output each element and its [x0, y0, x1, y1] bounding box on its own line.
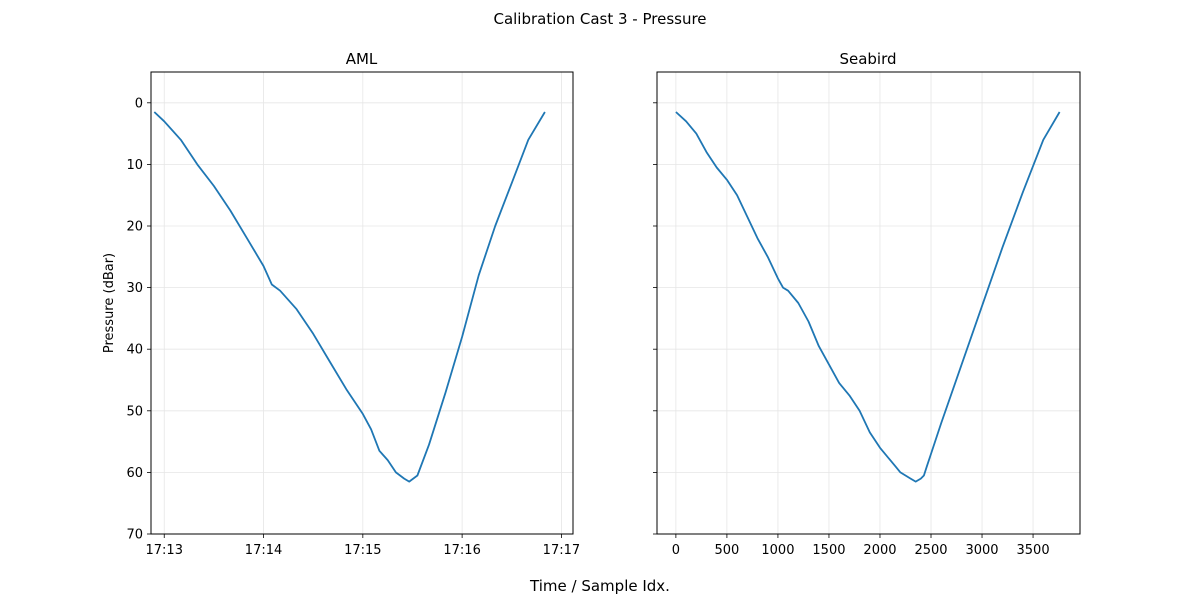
aml-ylabel: Pressure (dBar)	[102, 253, 117, 353]
aml-x-tick-label: 17:14	[245, 543, 282, 558]
seabird-axes-frame	[656, 71, 1081, 535]
aml-x-tick-label: 17:13	[146, 543, 183, 558]
aml-x-tick-label: 17:17	[543, 543, 580, 558]
aml-y-tick-label: 20	[126, 220, 143, 235]
seabird-panel-title: Seabird	[839, 50, 896, 68]
aml-axes-frame	[150, 71, 574, 535]
aml-y-tick-label: 70	[126, 528, 143, 543]
aml-panel-title: AML	[346, 50, 378, 68]
seabird-x-tick-label: 1000	[761, 543, 794, 558]
aml-panel: AML Pressure (dBar) 0 10 20 30 40 50 60 7017:13…	[102, 50, 580, 558]
aml-y-tick-label: 10	[126, 158, 143, 173]
seabird-x-tick-label: 3500	[1017, 543, 1050, 558]
seabird-panel: Seabird 0 500 1000 1500 2000 2500 3000 3500	[653, 50, 1081, 558]
seabird-x-tick-label: 3000	[965, 543, 998, 558]
aml-x-tick-label: 17:15	[344, 543, 381, 558]
seabird-x-tick-label: 500	[714, 543, 739, 558]
seabird-x-tick-label: 2500	[914, 543, 947, 558]
seabird-pressure-line	[675, 111, 1061, 483]
aml-y-tick-label: 60	[126, 466, 143, 481]
aml-y-tick-label: 50	[126, 404, 143, 419]
seabird-x-tick-label: 0	[672, 543, 680, 558]
aml-y-tick-label: 40	[126, 343, 143, 358]
aml-x-tick-label: 17:16	[443, 543, 480, 558]
figure-title: Calibration Cast 3 - Pressure	[493, 10, 706, 28]
aml-y-tick-label: 30	[126, 281, 143, 296]
figure-xlabel: Time / Sample Idx.	[529, 577, 670, 595]
seabird-x-tick-label: 2000	[863, 543, 896, 558]
seabird-x-tick-label: 1500	[812, 543, 845, 558]
aml-y-tick-label: 0	[135, 96, 143, 111]
aml-pressure-line	[153, 111, 546, 483]
